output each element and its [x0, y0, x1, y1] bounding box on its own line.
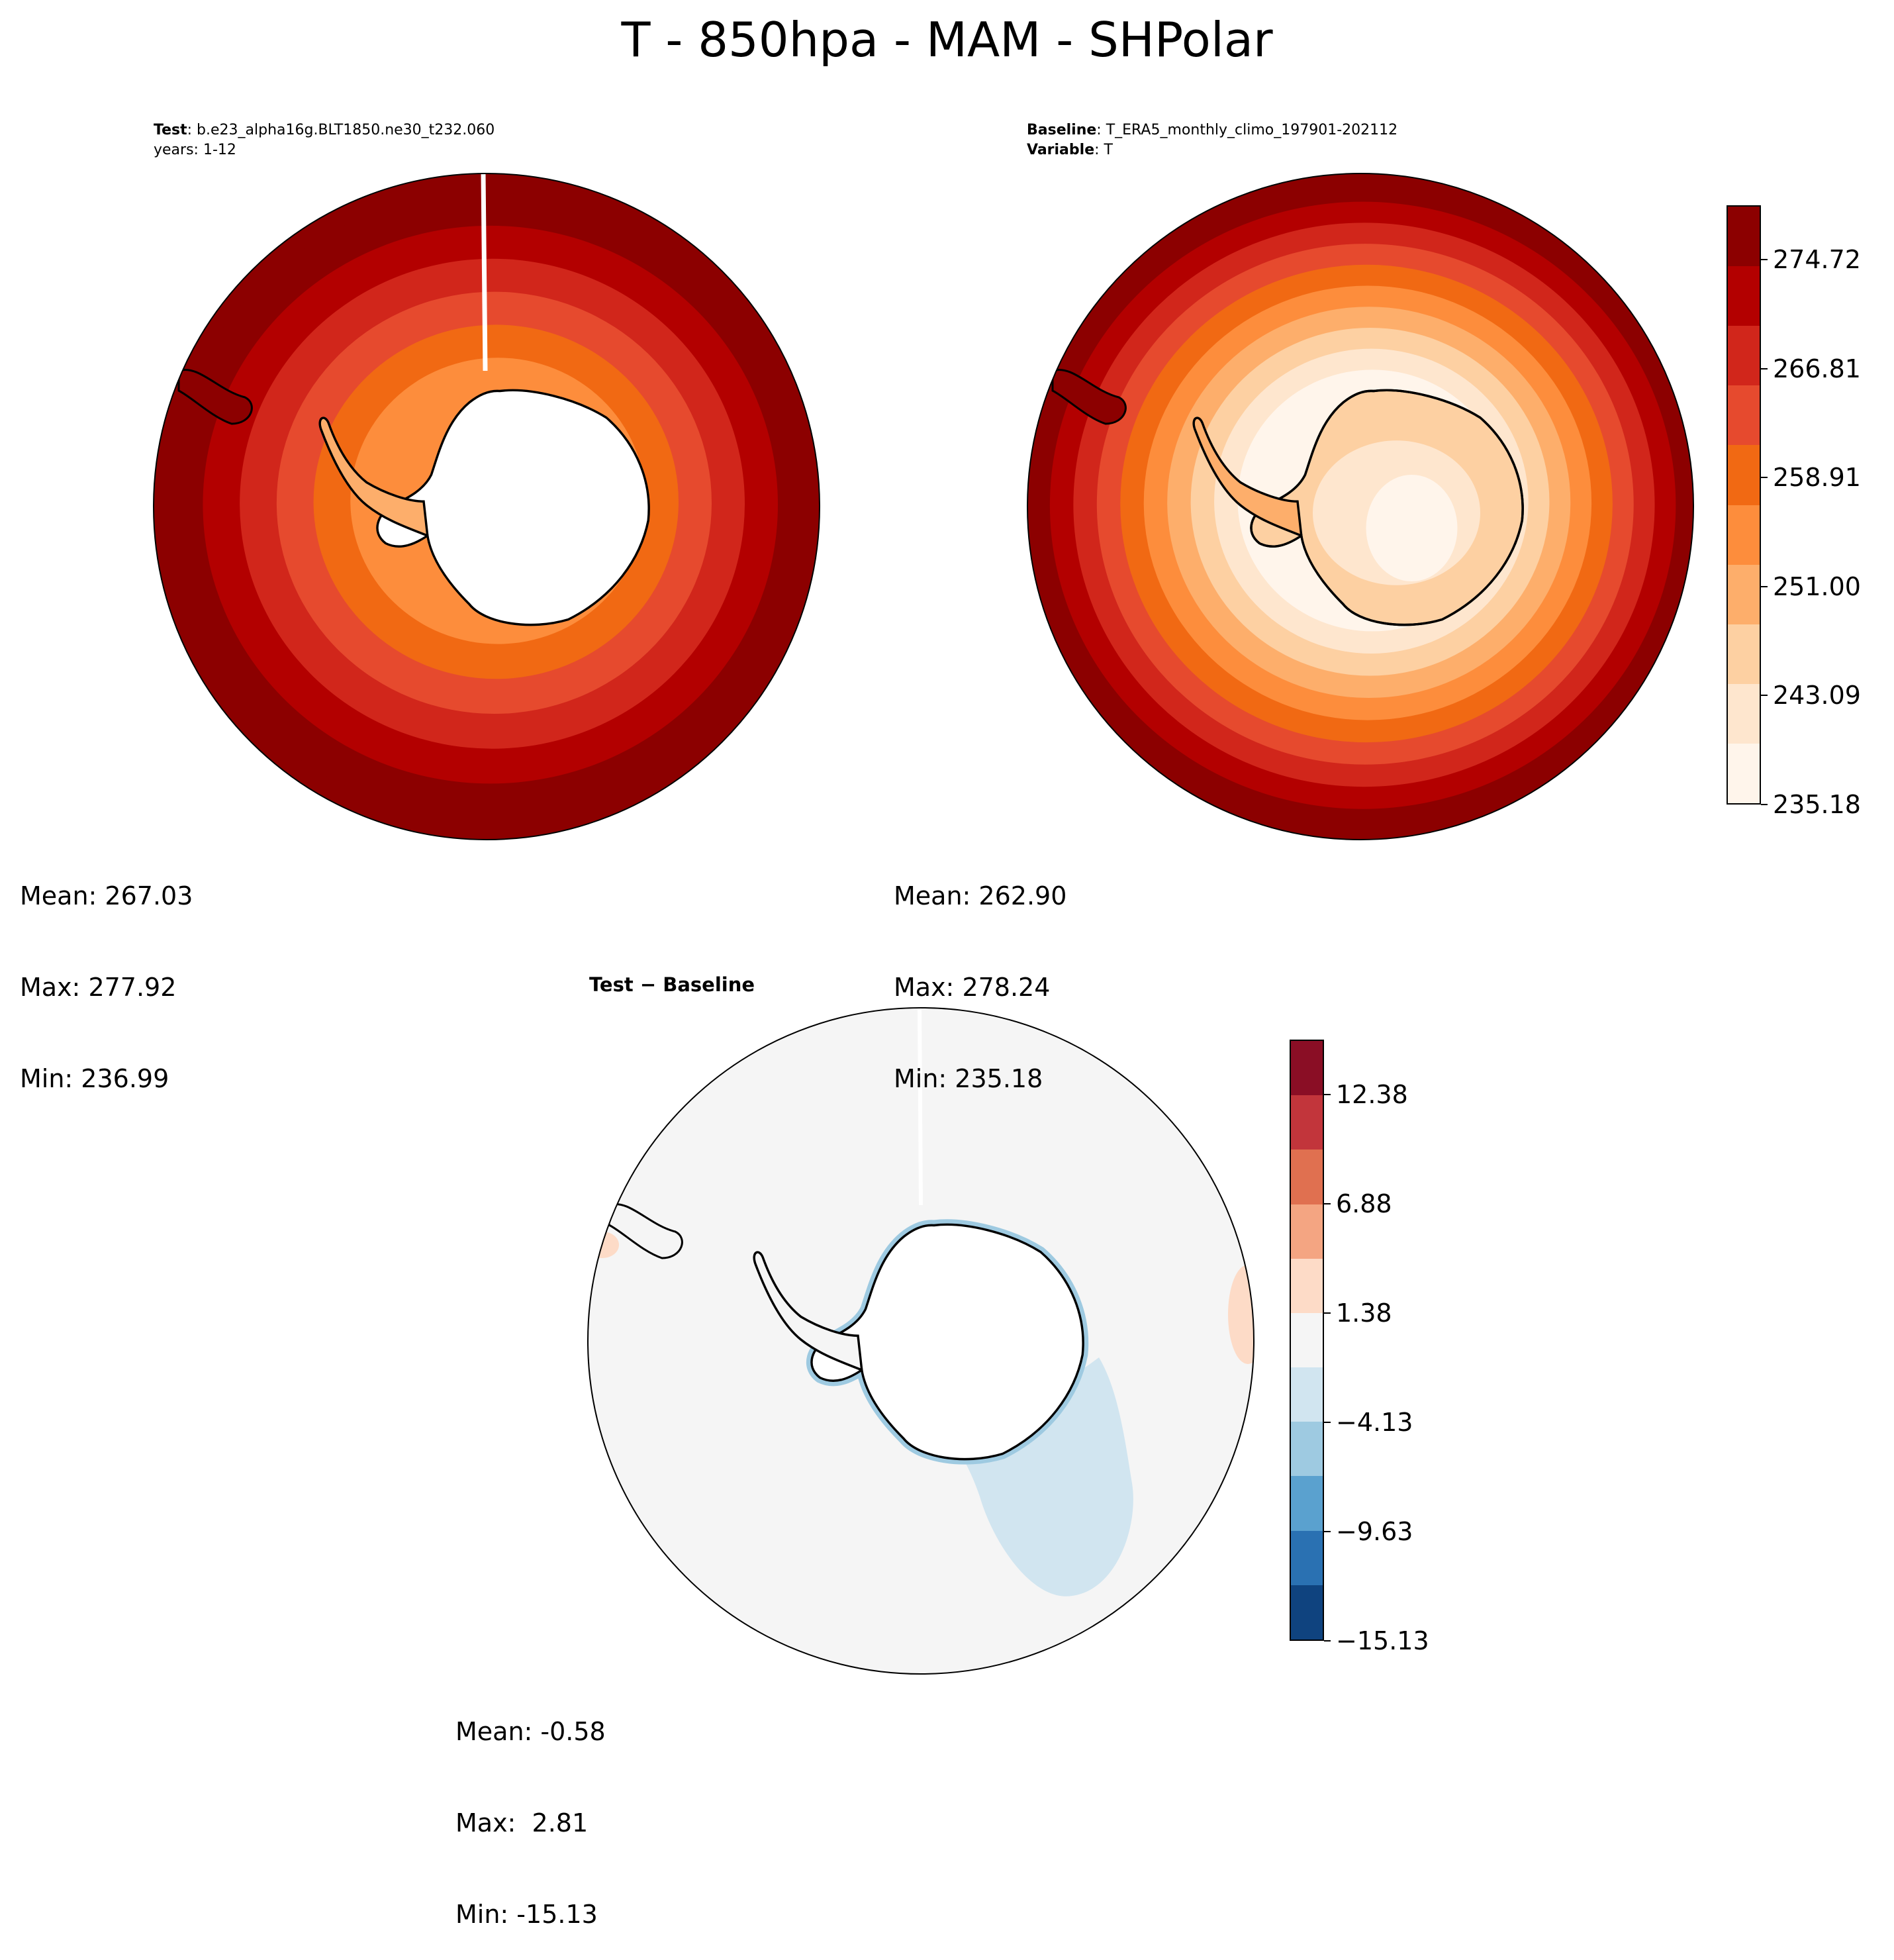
baseline-antarctica	[1192, 389, 1524, 626]
diff-mean: Mean: -0.58	[455, 1717, 606, 1746]
diff-positive-patch	[1228, 1265, 1254, 1364]
colorbar-tick-mark	[1324, 1421, 1331, 1423]
baseline-label: Baseline: T_ERA5_monthly_climo_197901-20…	[1027, 121, 1397, 140]
baseline-label-text: : T_ERA5_monthly_climo_197901-202112	[1096, 122, 1398, 138]
colorbar-segment	[1291, 1312, 1323, 1368]
abs-colorbar	[1727, 205, 1761, 805]
colorbar-tick-mark	[1324, 1093, 1331, 1095]
colorbar-segment	[1728, 743, 1760, 803]
colorbar-tick-mark	[1761, 804, 1768, 805]
diff-max: Max: 2.81	[455, 1808, 589, 1838]
colorbar-tick-label: 251.00	[1773, 571, 1861, 601]
diff-min: Min: -15.13	[455, 1900, 598, 1929]
colorbar-segment	[1728, 624, 1760, 684]
colorbar-segment	[1728, 385, 1760, 446]
baseline-map-border	[1027, 173, 1694, 840]
colorbar-tick-mark	[1324, 1640, 1331, 1642]
abs-colorbar-ticks: 235.18 243.09 251.00 258.91 266.81 274.72	[1761, 205, 1893, 818]
test-stats: Mean: 267.03 Max: 277.92 Min: 236.99	[20, 820, 193, 1124]
test-years: years: 1-12	[154, 142, 236, 158]
colorbar-segment	[1728, 683, 1760, 744]
colorbar-segment	[1728, 445, 1760, 505]
colorbar-tick-label: 243.09	[1773, 681, 1861, 710]
colorbar-tick-label: −15.13	[1336, 1626, 1429, 1655]
baseline-max: Max: 278.24	[894, 973, 1051, 1002]
colorbar-segment	[1728, 207, 1760, 267]
baseline-variable-text: : T	[1094, 142, 1113, 158]
colorbar-tick-mark	[1761, 477, 1768, 479]
colorbar-tick-label: 12.38	[1336, 1079, 1408, 1109]
colorbar-tick-label: 235.18	[1773, 790, 1861, 819]
diff-title: Test − Baseline	[589, 973, 755, 996]
colorbar-segment	[1291, 1150, 1323, 1204]
colorbar-tick-mark	[1324, 1202, 1331, 1204]
diff-colorbar-ticks: −15.13 −9.63 −4.13 1.38 6.88 12.38	[1324, 1040, 1456, 1654]
test-south-america-tip	[177, 368, 253, 425]
figure-title: T - 850hpa - MAM - SHPolar	[621, 12, 1273, 68]
baseline-min: Min: 235.18	[894, 1064, 1043, 1093]
colorbar-segment	[1291, 1585, 1323, 1640]
colorbar-segment	[1291, 1422, 1323, 1477]
colorbar-tick-label: 274.72	[1773, 245, 1861, 275]
baseline-variable: Variable: T	[1027, 141, 1113, 160]
colorbar-segment	[1728, 326, 1760, 386]
test-map-border	[153, 173, 820, 840]
baseline-variable-bold: Variable	[1027, 142, 1095, 158]
colorbar-tick-label: −4.13	[1336, 1407, 1413, 1437]
test-label-bold: Test	[154, 122, 187, 138]
colorbar-tick-mark	[1761, 368, 1768, 369]
test-label-text: : b.e23_alpha16g.BLT1850.ne30_t232.060	[187, 122, 495, 138]
colorbar-tick-mark	[1324, 1312, 1331, 1314]
colorbar-tick-mark	[1324, 1530, 1331, 1532]
colorbar-segment	[1291, 1095, 1323, 1150]
colorbar-tick-mark	[1761, 259, 1768, 261]
diff-missing-meridian	[918, 1008, 923, 1206]
baseline-stats: Mean: 262.90 Max: 278.24 Min: 235.18	[894, 820, 1066, 1124]
diff-map-border	[587, 1007, 1255, 1675]
diff-stats: Mean: -0.58 Max: 2.81 Min: -15.13	[455, 1655, 606, 1960]
diff-colorbar	[1290, 1040, 1324, 1641]
colorbar-segment	[1291, 1041, 1323, 1096]
colorbar-tick-mark	[1761, 585, 1768, 587]
colorbar-tick-label: −9.63	[1336, 1516, 1413, 1546]
colorbar-segment	[1728, 564, 1760, 624]
colorbar-segment	[1291, 1367, 1323, 1422]
colorbar-segment	[1728, 266, 1760, 326]
colorbar-segment	[1291, 1476, 1323, 1531]
test-label: Test: b.e23_alpha16g.BLT1850.ne30_t232.0…	[154, 121, 495, 140]
test-min: Min: 236.99	[20, 1064, 169, 1093]
test-missing-meridian	[481, 173, 488, 371]
diff-south-america-tip	[608, 1202, 683, 1259]
colorbar-tick-label: 258.91	[1773, 463, 1861, 493]
colorbar-tick-label: 1.38	[1336, 1298, 1392, 1328]
colorbar-segment	[1291, 1204, 1323, 1259]
colorbar-segment	[1291, 1258, 1323, 1313]
maps-canvas	[153, 173, 1694, 1675]
colorbar-tick-mark	[1761, 695, 1768, 697]
baseline-label-bold: Baseline	[1027, 122, 1097, 138]
test-mean: Mean: 267.03	[20, 881, 193, 910]
test-max: Max: 277.92	[20, 973, 177, 1002]
colorbar-segment	[1291, 1530, 1323, 1585]
colorbar-tick-label: 266.81	[1773, 354, 1861, 383]
test-map	[154, 173, 820, 840]
baseline-mean: Mean: 262.90	[894, 881, 1067, 910]
colorbar-segment	[1728, 505, 1760, 565]
baseline-map	[1027, 173, 1693, 840]
diff-map	[588, 1008, 1254, 1674]
baseline-south-america-tip	[1051, 368, 1127, 425]
colorbar-tick-label: 6.88	[1336, 1189, 1392, 1218]
